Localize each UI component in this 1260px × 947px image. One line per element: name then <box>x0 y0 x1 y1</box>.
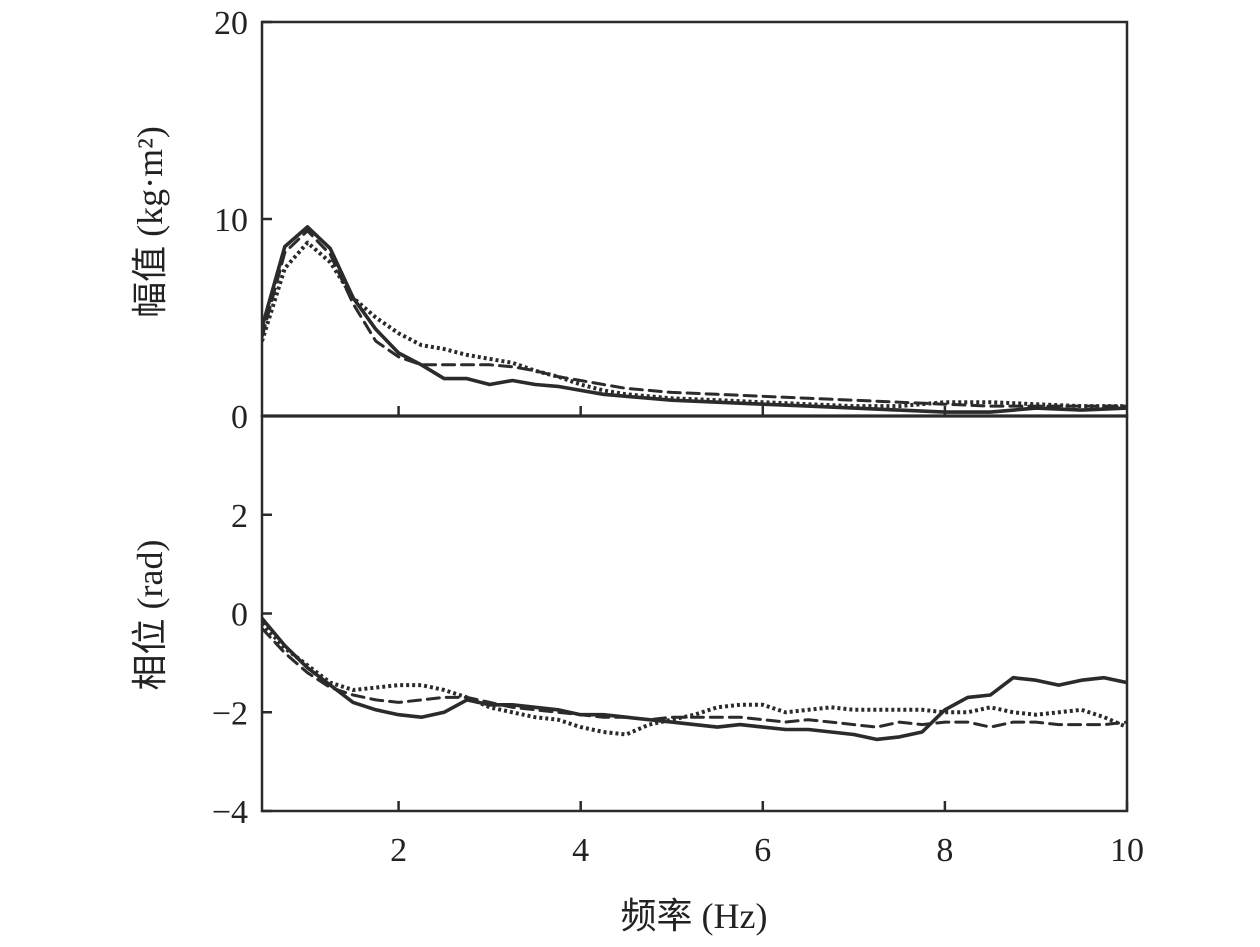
bottom-y-tick-label: 2 <box>231 498 248 535</box>
top-y-tick-label: 10 <box>214 202 248 239</box>
x-tick-label: 8 <box>936 832 953 869</box>
top-series-group <box>262 225 1127 414</box>
top-y-tick-label: 20 <box>214 5 248 42</box>
bottom-series-dashed-line <box>262 626 1127 729</box>
bottom-y-tick-label: 0 <box>231 597 248 634</box>
bottom-series-solid-line <box>262 616 1127 742</box>
bottom-y-tick-label: −4 <box>212 794 248 831</box>
x-axis-label: 频率 (Hz) <box>621 896 768 936</box>
x-tick-label: 6 <box>754 832 771 869</box>
bottom-series-group <box>262 616 1127 742</box>
top-y-tick-label: 0 <box>231 399 248 436</box>
x-tick-label: 10 <box>1110 832 1144 869</box>
axes-layer: 0 10 20 −4 −2 0 2 2 4 6 8 10 <box>212 5 1144 869</box>
top-panel-frame <box>260 20 1129 418</box>
top-y-axis-label: 幅值 (kg·m²) <box>130 126 170 318</box>
x-tick-label: 2 <box>390 832 407 869</box>
plot-layer <box>262 225 1127 742</box>
bottom-series-dotted-line <box>262 622 1127 737</box>
x-tick-label: 4 <box>572 832 589 869</box>
top-series-dashed-line <box>262 229 1127 408</box>
labels-layer: 幅值 (kg·m²) 相位 (rad) 频率 (Hz) <box>130 126 767 936</box>
bottom-y-tick-label: −2 <box>212 695 248 732</box>
top-series-dotted-line <box>262 240 1127 409</box>
top-series-solid-line <box>262 225 1127 414</box>
bottom-panel-frame <box>260 414 1129 813</box>
bottom-y-axis-label: 相位 (rad) <box>130 540 170 691</box>
